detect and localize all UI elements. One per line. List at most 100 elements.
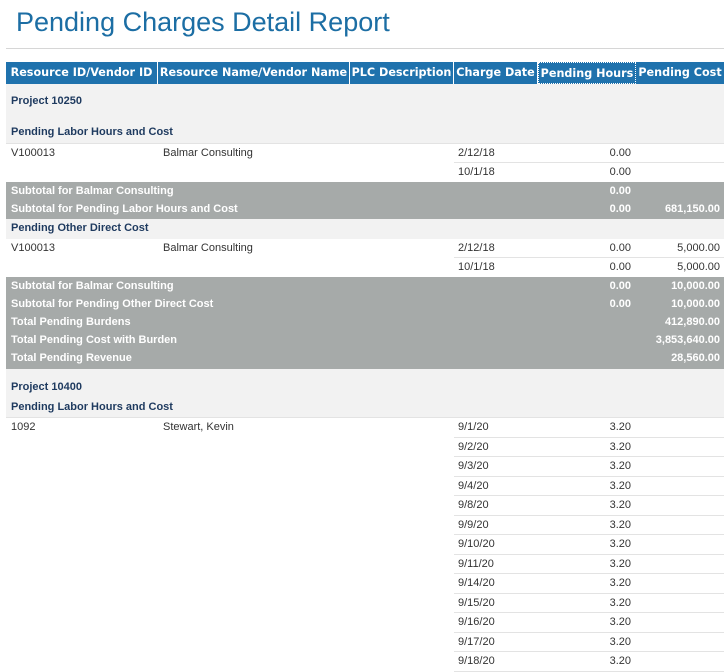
table-row: 1092 Stewart, Kevin 9/1/20 3.20 — [6, 418, 724, 438]
category-label: Pending Labor Hours and Cost — [11, 401, 173, 413]
charge-date: 9/8/20 — [458, 499, 489, 511]
pending-hours: 0.00 — [609, 261, 631, 273]
col-charge-date[interactable]: Charge Date — [454, 62, 538, 84]
divider — [454, 670, 724, 672]
subtotal-label: Subtotal for Pending Labor Hours and Cos… — [11, 203, 238, 215]
table-row: 9/8/20 3.20 — [6, 496, 724, 516]
charge-date: 2/12/18 — [458, 242, 495, 254]
col-plc-description[interactable]: PLC Description — [350, 62, 454, 84]
total-label: Total Pending Burdens — [11, 316, 131, 328]
table-row: 9/16/20 3.20 — [6, 613, 724, 633]
col-pending-cost[interactable]: Pending Cost — [638, 66, 722, 79]
table-row: 10/1/18 0.00 — [6, 163, 724, 182]
table-row: 9/10/20 3.20 — [6, 535, 724, 555]
charge-date: 9/14/20 — [458, 577, 495, 589]
pending-hours: 3.20 — [609, 596, 631, 609]
total-cost: 3,853,640.00 — [655, 334, 720, 346]
subtotal-row: Subtotal for Balmar Consulting 0.00 10,0… — [6, 277, 724, 296]
subtotal-cost: 10,000.00 — [671, 298, 720, 310]
total-row: Total Pending Burdens 412,890.00 — [6, 314, 724, 332]
subtotal-label: Subtotal for Balmar Consulting — [11, 280, 174, 292]
table-row: 9/9/20 3.20 — [6, 516, 724, 535]
report-table: Resource ID/Vendor ID Resource Name/Vend… — [6, 62, 724, 672]
charge-date: 9/9/20 — [458, 518, 489, 531]
table-row: 9/17/20 3.20 — [6, 633, 724, 652]
total-row: Total Pending Cost with Burden 3,853,640… — [6, 332, 724, 350]
table-row: V100013 Balmar Consulting 2/12/18 0.00 5… — [6, 239, 724, 258]
table-row: 9/14/20 3.20 — [6, 574, 724, 594]
report-header: Pending Charges Detail Report — [6, 0, 724, 49]
divider — [454, 651, 724, 652]
project-group-row: Project 10400 — [6, 369, 724, 399]
subtotal-cost: 10,000.00 — [671, 280, 720, 292]
charge-date: 9/10/20 — [458, 538, 495, 550]
table-row: 9/4/20 3.20 — [6, 477, 724, 496]
pending-hours: 3.20 — [609, 499, 631, 511]
category-group-row: Pending Labor Hours and Cost — [6, 399, 724, 417]
category-group-row: Pending Other Direct Cost — [6, 219, 724, 239]
category-label: Pending Labor Hours and Cost — [11, 126, 173, 138]
divider — [454, 514, 724, 516]
resource-id: 1092 — [11, 421, 36, 433]
total-label: Total Pending Cost with Burden — [11, 334, 178, 346]
divider — [454, 534, 724, 535]
charge-date: 10/1/18 — [458, 261, 495, 273]
subtotal-row: Subtotal for Balmar Consulting 0.00 — [6, 182, 724, 201]
divider — [454, 162, 724, 163]
divider — [6, 417, 724, 418]
charge-date: 10/1/18 — [458, 166, 495, 178]
col-pending-hours[interactable]: Pending Hours — [538, 62, 636, 84]
divider — [454, 475, 724, 477]
report-title: Pending Charges Detail Report — [16, 7, 390, 37]
subtotal-hours: 0.00 — [609, 185, 631, 197]
divider — [454, 612, 724, 613]
table-row: 9/15/20 3.20 — [6, 594, 724, 613]
subtotal-label: Subtotal for Balmar Consulting — [11, 185, 174, 197]
pending-hours: 0.00 — [609, 166, 631, 178]
divider — [454, 257, 724, 258]
pending-hours: 3.20 — [609, 577, 631, 589]
resource-id: V100013 — [11, 147, 56, 159]
total-cost: 412,890.00 — [664, 316, 720, 328]
project-label: Project 10400 — [11, 381, 82, 393]
pending-hours: 3.20 — [609, 460, 631, 472]
resource-name: Balmar Consulting — [163, 242, 253, 254]
pending-cost: 5,000.00 — [677, 261, 720, 273]
pending-hours: 3.20 — [609, 479, 631, 492]
pending-hours: 3.20 — [609, 655, 631, 667]
subtotal-row: Subtotal for Pending Other Direct Cost 0… — [6, 296, 724, 314]
total-cost: 28,560.00 — [671, 352, 720, 364]
total-row: Total Pending Revenue 28,560.00 — [6, 350, 724, 369]
charge-date: 9/11/20 — [458, 557, 494, 570]
charge-date: 9/16/20 — [458, 616, 495, 628]
project-group-row: Project 10250 — [6, 84, 724, 124]
col-resource-id[interactable]: Resource ID/Vendor ID — [6, 62, 158, 84]
subtotal-hours: 0.00 — [609, 203, 631, 215]
totals-block: Subtotal for Balmar Consulting 0.00 10,0… — [6, 277, 724, 369]
charge-date: 2/12/18 — [458, 147, 495, 159]
charge-date: 9/4/20 — [458, 479, 489, 492]
pending-hours: 3.20 — [609, 557, 631, 570]
resource-name: Balmar Consulting — [163, 147, 253, 159]
divider — [454, 553, 724, 555]
table-header: Resource ID/Vendor ID Resource Name/Vend… — [6, 62, 724, 84]
subtotal-hours: 0.00 — [609, 298, 631, 310]
detail-rows: 1092 Stewart, Kevin 9/1/20 3.20 9/2/20 3.20 9/… — [6, 417, 724, 672]
pending-hours: 0.00 — [609, 242, 631, 254]
pending-hours: 3.20 — [609, 421, 631, 433]
resource-name: Stewart, Kevin — [163, 421, 234, 433]
pending-hours: 0.00 — [609, 147, 631, 159]
subtotal-label: Subtotal for Pending Other Direct Cost — [11, 298, 214, 310]
charge-date: 9/18/20 — [458, 655, 495, 667]
divider — [454, 495, 724, 496]
table-row: V100013 Balmar Consulting 2/12/18 0.00 — [6, 144, 724, 163]
charge-date: 9/15/20 — [458, 596, 495, 609]
charge-date: 9/17/20 — [458, 635, 495, 648]
category-label: Pending Other Direct Cost — [11, 222, 149, 234]
col-resource-name[interactable]: Resource Name/Vendor Name — [158, 62, 350, 84]
table-row: 9/18/20 3.20 — [6, 652, 724, 672]
subtotal-cost: 681,150.00 — [664, 203, 720, 215]
divider — [454, 573, 724, 574]
pending-hours: 3.20 — [609, 518, 631, 531]
subtotal-hours: 0.00 — [609, 280, 631, 292]
